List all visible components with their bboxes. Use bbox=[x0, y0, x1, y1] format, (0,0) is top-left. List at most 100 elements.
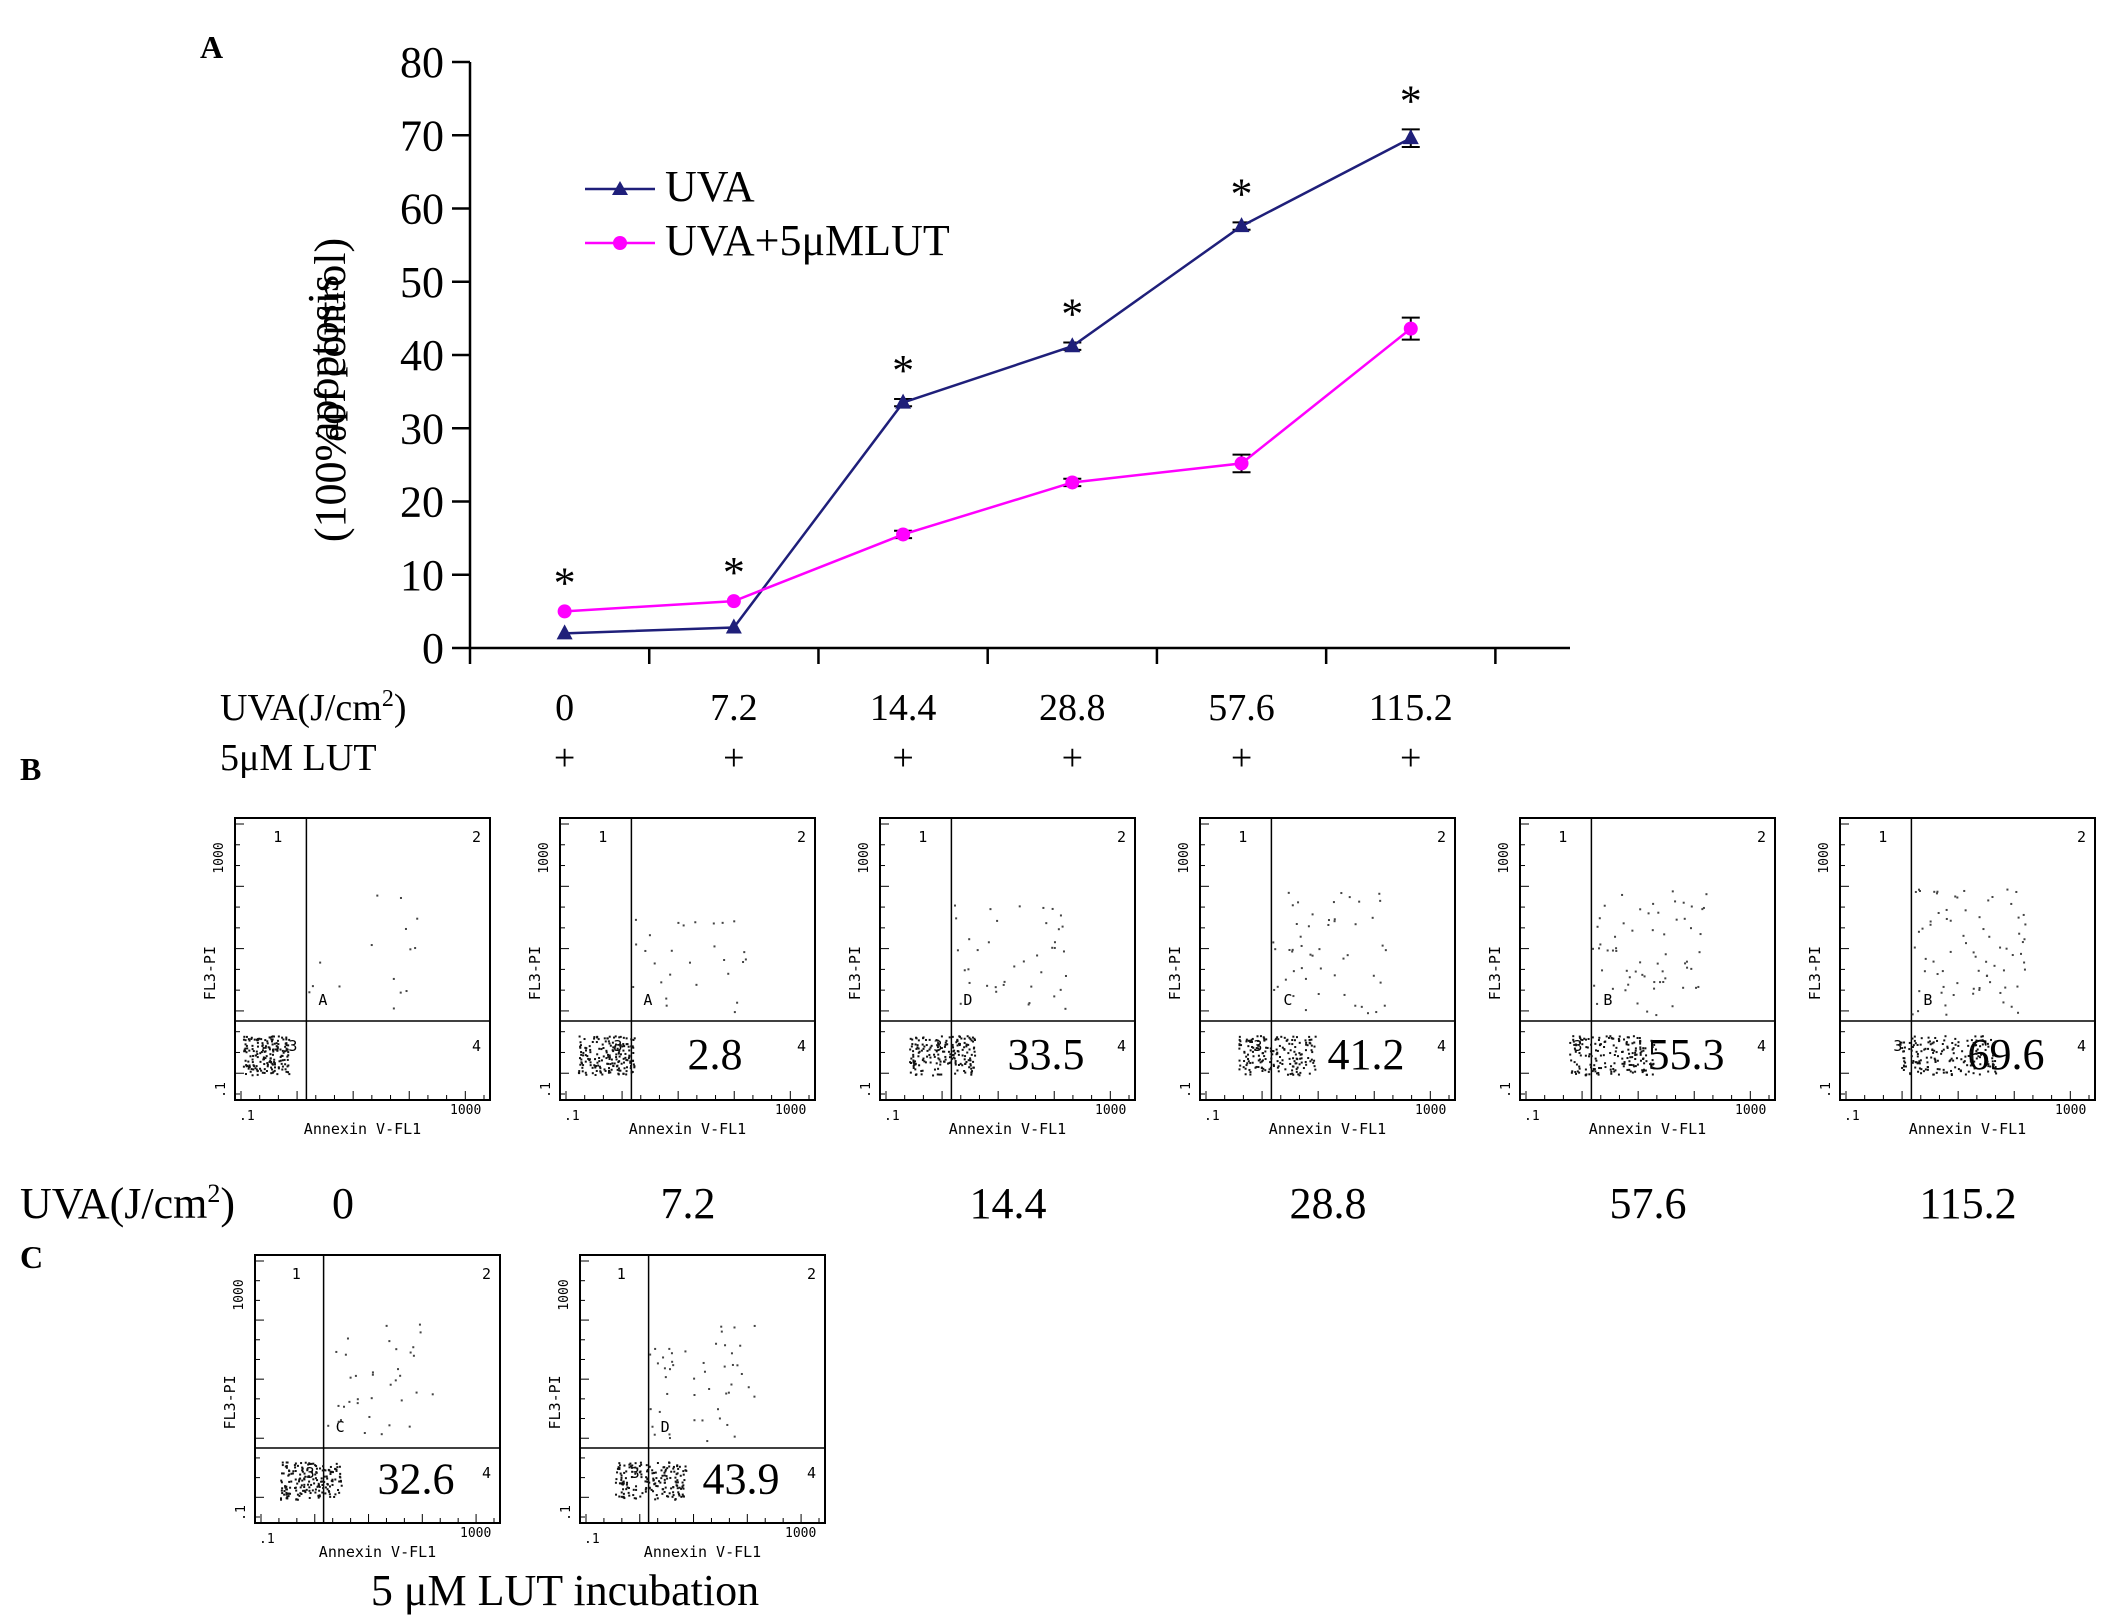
scatter-dot bbox=[1259, 1061, 1262, 1064]
scatter-dot bbox=[925, 1044, 928, 1047]
scatter-dot bbox=[648, 934, 651, 937]
scatter-dot bbox=[723, 1365, 726, 1368]
scatter-dot bbox=[1651, 1046, 1654, 1049]
scatter-dot bbox=[248, 1064, 251, 1067]
scatter-dot bbox=[300, 1462, 303, 1465]
scatter-dot bbox=[677, 1491, 680, 1494]
scatter-dot bbox=[682, 1473, 685, 1476]
scatter-dot bbox=[1274, 948, 1277, 951]
scatter-dot bbox=[632, 985, 635, 988]
scatter-dot bbox=[1295, 1068, 1298, 1071]
scatter-dot bbox=[1296, 1058, 1299, 1061]
scatter-dot bbox=[967, 968, 970, 971]
scatter-dot bbox=[295, 1498, 298, 1501]
scatter-dot bbox=[1244, 1067, 1247, 1070]
scatter-dot bbox=[405, 990, 408, 993]
scatter-dot bbox=[273, 1042, 276, 1045]
scatter-dot bbox=[270, 1035, 273, 1038]
scatter-dot bbox=[1994, 1070, 1997, 1073]
scatter-dot bbox=[1945, 908, 1948, 911]
scatter-dot bbox=[1901, 1066, 1904, 1069]
scatter-dot bbox=[936, 1046, 939, 1049]
scatter-dot bbox=[678, 1465, 681, 1468]
scatter-dot bbox=[663, 1481, 666, 1484]
scatter-dot bbox=[284, 1465, 287, 1468]
scatter-dot bbox=[634, 1472, 637, 1475]
scatter-dot bbox=[1990, 1038, 1993, 1041]
scatter-dot bbox=[662, 1356, 665, 1359]
scatter-dot bbox=[629, 1060, 632, 1063]
scatter-dot bbox=[1294, 1046, 1297, 1049]
scatter-dot bbox=[299, 1477, 302, 1480]
scatter-dot bbox=[1913, 1035, 1916, 1038]
scatter-dot bbox=[1591, 947, 1594, 950]
scatter-dot bbox=[654, 1471, 657, 1474]
scatter-dot bbox=[652, 1477, 655, 1480]
scatter-dot bbox=[954, 904, 957, 907]
scatter-dot bbox=[303, 1477, 306, 1480]
scatter-dot bbox=[322, 1465, 325, 1468]
scatter-dot bbox=[733, 920, 736, 923]
scatter-dot bbox=[2002, 1001, 2005, 1004]
scatter-dot bbox=[622, 1495, 625, 1498]
scatter-dot bbox=[324, 1492, 327, 1495]
scatter-dot bbox=[1627, 1048, 1630, 1051]
scatter-dot bbox=[964, 1055, 967, 1058]
quadrant-label: 2 bbox=[2077, 828, 2086, 846]
scatter-dot bbox=[1975, 1044, 1978, 1047]
scatter-dot bbox=[917, 1055, 920, 1058]
plot-frame bbox=[579, 1254, 826, 1524]
scatter-dot bbox=[302, 1489, 305, 1492]
scatter-dot bbox=[682, 1470, 685, 1473]
scatter-dot bbox=[1613, 1054, 1616, 1057]
scatter-dot bbox=[1950, 1069, 1953, 1072]
scatter-dot bbox=[333, 1495, 336, 1498]
scatter-dot bbox=[321, 1484, 324, 1487]
scatter-dot bbox=[1372, 974, 1375, 977]
scatter-dot bbox=[331, 1470, 334, 1473]
scatter-dot bbox=[287, 1051, 290, 1054]
scatter-dot bbox=[1300, 1061, 1303, 1064]
scatter-dot bbox=[1375, 1011, 1378, 1014]
scatter-dot bbox=[1908, 1048, 1911, 1051]
scatter-dot bbox=[248, 1065, 251, 1068]
scatter-dot bbox=[266, 1042, 269, 1045]
scatter-dot bbox=[916, 1046, 919, 1049]
scatter-dot bbox=[1659, 981, 1662, 984]
scatter-dot bbox=[356, 1398, 359, 1401]
scatter-dot bbox=[321, 1469, 324, 1472]
scatter-dot bbox=[285, 1491, 288, 1494]
scatter-dot bbox=[247, 1038, 250, 1041]
scatter-dot bbox=[1954, 895, 1957, 898]
scatter-dot bbox=[1242, 1066, 1245, 1069]
scatter-dot bbox=[285, 1049, 288, 1052]
scatter-dot bbox=[1257, 1065, 1260, 1068]
scatter-dot bbox=[608, 1056, 611, 1059]
scatter-dot bbox=[1294, 1053, 1297, 1056]
scatter-dot bbox=[1299, 1057, 1302, 1060]
data-point-uva-lut bbox=[896, 527, 911, 542]
scatter-dot bbox=[616, 1467, 619, 1470]
scatter-dot bbox=[1603, 904, 1606, 907]
scatter-dot bbox=[368, 1415, 371, 1418]
quadrant-label: 1 bbox=[598, 828, 607, 846]
scatter-dot bbox=[1243, 1060, 1246, 1063]
scatter-dot bbox=[715, 1342, 718, 1345]
scatter-dot bbox=[1994, 1066, 1997, 1069]
scatter-dot bbox=[1978, 1056, 1981, 1059]
scatter-dot bbox=[1596, 1002, 1599, 1005]
quadrant-label: 2 bbox=[807, 1265, 816, 1283]
scatter-dot bbox=[1318, 948, 1321, 951]
scatter-dot bbox=[1346, 954, 1349, 957]
scatter-dot bbox=[967, 1059, 970, 1062]
scatter-dot bbox=[914, 1062, 917, 1065]
scatter-dot bbox=[1348, 896, 1351, 899]
scatter-dot bbox=[924, 1038, 927, 1041]
scatter-dot bbox=[1027, 1003, 1030, 1006]
scatter-dot bbox=[601, 1043, 604, 1046]
scatter-dot bbox=[656, 1462, 659, 1465]
scatter-dot bbox=[1629, 1070, 1632, 1073]
scatter-dot bbox=[264, 1045, 267, 1048]
scatter-dot bbox=[652, 1478, 655, 1481]
scatter-dot bbox=[1934, 1058, 1937, 1061]
